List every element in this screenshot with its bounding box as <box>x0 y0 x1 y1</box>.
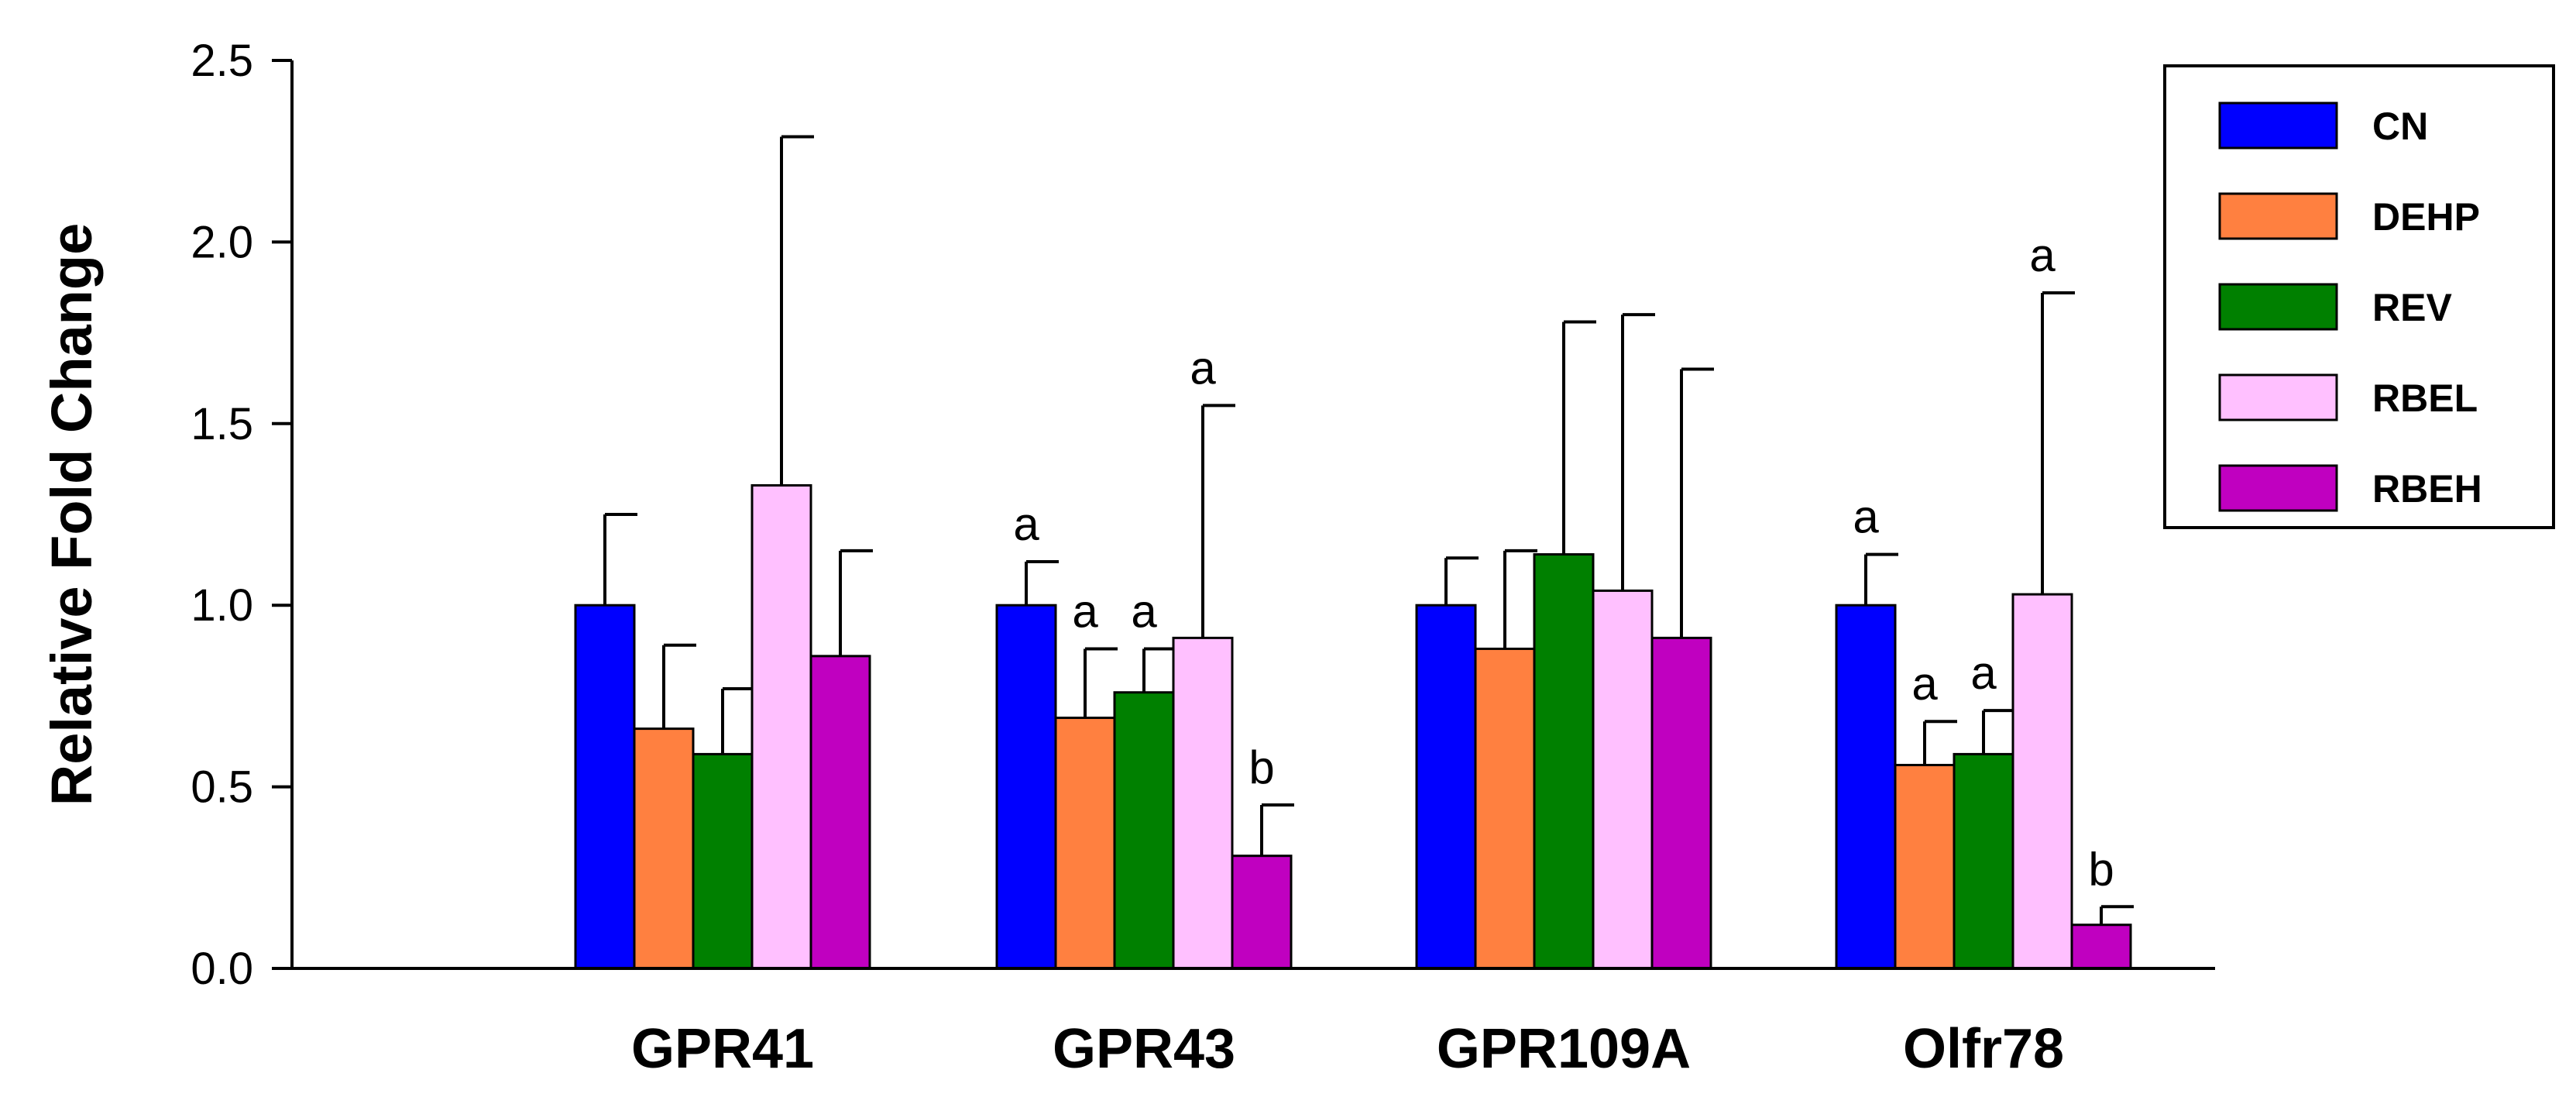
error-bar-cn-olfr78 <box>1864 552 1898 606</box>
legend-label-rbeh: RBEH <box>2372 467 2482 511</box>
sig-label-cn-gpr43: a <box>1013 498 1039 550</box>
sig-label-rbeh-olfr78: b <box>2088 843 2114 895</box>
bar-dehp-gpr41 <box>633 727 695 970</box>
y-tick-label-0.0: 0.0 <box>191 944 253 994</box>
bar-cn-gpr109a <box>1415 604 1477 970</box>
sig-label-rev-olfr78: a <box>1970 647 1997 699</box>
y-tick-label-1.0: 1.0 <box>191 580 253 631</box>
error-bar-cn-gpr41 <box>603 513 637 606</box>
sig-label-rbel-gpr43: a <box>1190 342 1216 394</box>
y-tick-label-1.5: 1.5 <box>191 399 253 449</box>
sig-label-dehp-olfr78: a <box>1911 658 1938 710</box>
bar-rev-gpr41 <box>692 752 754 970</box>
error-bar-rbel-gpr41 <box>780 135 814 486</box>
error-bar-rbeh-gpr41 <box>839 549 873 656</box>
error-bar-dehp-gpr109a <box>1503 549 1537 649</box>
legend-label-cn: CN <box>2372 105 2428 148</box>
bar-cn-gpr41 <box>574 604 636 970</box>
bar-dehp-olfr78 <box>1894 763 1956 970</box>
bar-rbeh-gpr43 <box>1231 855 1293 970</box>
bar-dehp-gpr109a <box>1474 647 1536 970</box>
bar-rbeh-olfr78 <box>2070 923 2132 970</box>
legend-label-rbel: RBEL <box>2372 377 2478 420</box>
y-axis-title: Relative Fold Change <box>39 223 104 806</box>
sig-label-dehp-gpr43: a <box>1072 585 1098 637</box>
sig-label-cn-olfr78: a <box>1853 491 1879 543</box>
sig-label-rbeh-gpr43: b <box>1249 741 1274 793</box>
y-tick-label-2.5: 2.5 <box>191 36 253 86</box>
y-tick-label-0.5: 0.5 <box>191 762 253 813</box>
legend-label-dehp: DEHP <box>2372 195 2480 239</box>
error-bar-rbeh-gpr43 <box>1260 803 1294 856</box>
error-bar-dehp-gpr43 <box>1084 647 1118 718</box>
bar-rev-gpr43 <box>1113 691 1175 970</box>
legend-swatch-dehp <box>2218 192 2338 240</box>
error-bar-rbel-gpr43 <box>1201 404 1235 638</box>
bar-cn-olfr78 <box>1835 604 1897 970</box>
x-tick-label-gpr41: GPR41 <box>631 1018 814 1080</box>
error-bar-rev-gpr109a <box>1562 320 1596 555</box>
error-bar-cn-gpr109a <box>1444 556 1479 606</box>
error-bar-rev-olfr78 <box>1982 709 2016 755</box>
error-bar-rbel-olfr78 <box>2041 291 2075 595</box>
axes-layer <box>272 59 2215 970</box>
x-tick-label-gpr109a: GPR109A <box>1437 1018 1691 1080</box>
sig-label-rev-gpr43: a <box>1131 585 1157 637</box>
error-bar-dehp-olfr78 <box>1923 720 1957 765</box>
x-tick-label-gpr43: GPR43 <box>1053 1018 1235 1080</box>
error-bar-rbel-gpr109a <box>1621 313 1655 591</box>
error-bar-rev-gpr41 <box>721 687 755 755</box>
sig-label-rbel-olfr78: a <box>2029 229 2056 281</box>
legend-swatch-rbeh <box>2218 464 2338 512</box>
bar-rbel-gpr41 <box>750 483 812 970</box>
error-bar-rbeh-olfr78 <box>2100 905 2134 925</box>
bar-rbel-olfr78 <box>2011 593 2073 970</box>
legend-swatch-cn <box>2218 101 2338 150</box>
bar-rbel-gpr43 <box>1172 636 1234 970</box>
bar-rev-olfr78 <box>1953 752 2014 970</box>
legend-swatch-rbel <box>2218 373 2338 421</box>
bar-rev-gpr109a <box>1533 553 1595 970</box>
legend: CN DEHP REV RBEL RBEH <box>2163 64 2555 529</box>
legend-swatch-rev <box>2218 283 2338 331</box>
bar-rbeh-gpr41 <box>809 655 871 970</box>
bar-cn-gpr43 <box>995 604 1057 970</box>
bar-rbel-gpr109a <box>1592 589 1654 970</box>
bars-layer <box>574 135 2134 970</box>
x-tick-label-olfr78: Olfr78 <box>1903 1018 2064 1080</box>
error-bar-rev-gpr43 <box>1142 647 1176 693</box>
error-bar-dehp-gpr41 <box>662 643 696 729</box>
legend-label-rev: REV <box>2372 286 2452 329</box>
error-bar-cn-gpr43 <box>1025 559 1059 606</box>
y-tick-label-2.0: 2.0 <box>191 217 253 267</box>
bar-rbeh-gpr109a <box>1650 636 1712 970</box>
bar-dehp-gpr43 <box>1054 717 1116 970</box>
error-bar-rbeh-gpr109a <box>1680 367 1714 638</box>
